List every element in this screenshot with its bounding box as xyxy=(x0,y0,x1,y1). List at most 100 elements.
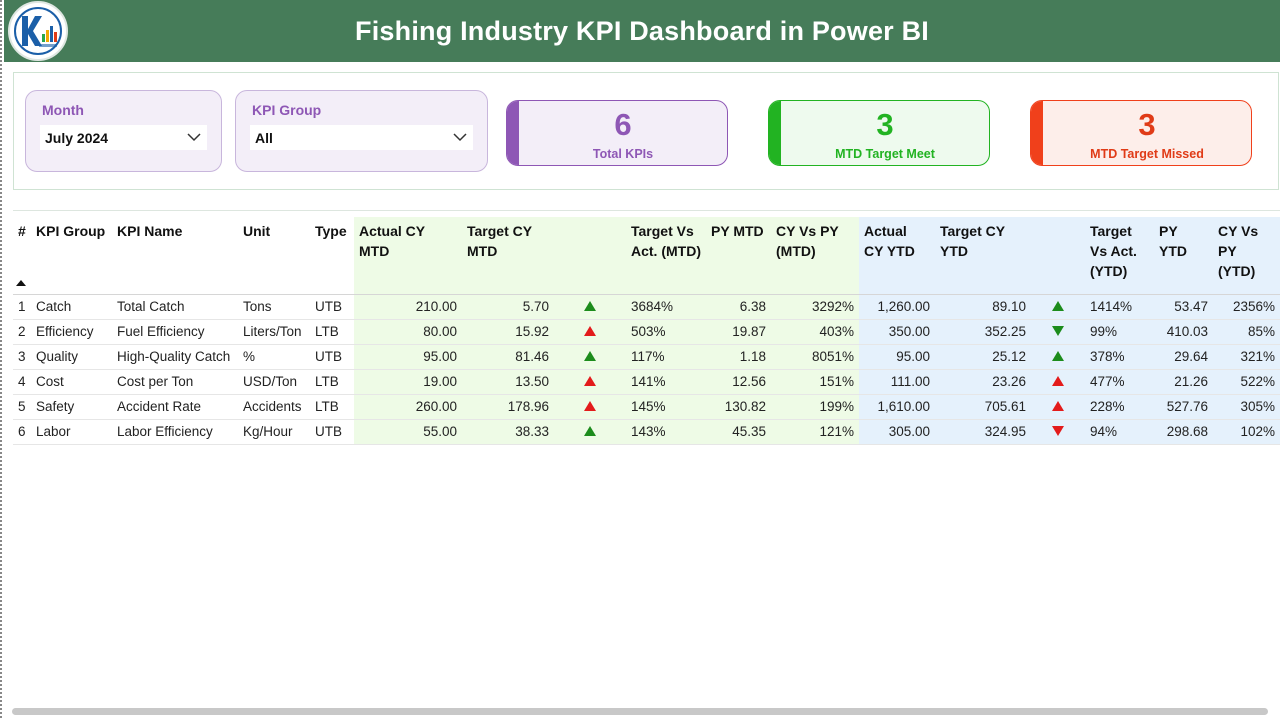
cell-unit: Accidents xyxy=(238,394,310,420)
col-header-cy-vs-py-mtd[interactable]: CY Vs PY (MTD) xyxy=(771,217,859,295)
cell-mtd-indicator xyxy=(554,369,626,395)
col-header-kpi-name[interactable]: KPI Name xyxy=(112,217,238,295)
triangle-down-icon xyxy=(1052,426,1064,436)
mtd-target-meet-card: 3 MTD Target Meet xyxy=(768,100,990,166)
col-header-num[interactable]: # xyxy=(13,217,31,295)
month-dropdown-value: July 2024 xyxy=(45,129,109,146)
kpi-group-slicer-label: KPI Group xyxy=(252,102,322,118)
col-header-cy-vs-py-ytd[interactable]: CY Vs PY (YTD) xyxy=(1213,217,1280,295)
cell-type: LTB xyxy=(310,369,354,395)
month-dropdown[interactable]: July 2024 xyxy=(40,125,207,150)
cell-unit: Liters/Ton xyxy=(238,319,310,345)
cell-actual-cy-ytd: 1,260.00 xyxy=(859,294,935,320)
triangle-up-icon xyxy=(584,301,596,311)
cell-ytd-indicator xyxy=(1031,344,1085,370)
cell-actual-cy-mtd: 55.00 xyxy=(354,419,462,445)
cell-ytd-indicator xyxy=(1031,369,1085,395)
chevron-down-icon xyxy=(187,133,201,142)
kpi-group-dropdown[interactable]: All xyxy=(250,125,473,150)
cell-ytd-indicator xyxy=(1031,394,1085,420)
month-slicer: Month July 2024 xyxy=(25,90,222,172)
cell-py-mtd: 19.87 xyxy=(706,319,771,345)
cell-target-cy-mtd: 81.46 xyxy=(462,344,554,370)
cell-py-ytd: 21.26 xyxy=(1154,369,1213,395)
table-header-row: # KPI Group KPI Name Unit Type Actual CY… xyxy=(13,217,1280,295)
cell-type: LTB xyxy=(310,319,354,345)
card-accent-bar xyxy=(507,101,519,165)
header-bar: Fishing Industry KPI Dashboard in Power … xyxy=(4,0,1280,62)
cell-unit: Kg/Hour xyxy=(238,419,310,445)
cell-target-cy-ytd: 324.95 xyxy=(935,419,1031,445)
table-row[interactable]: 1 Catch Total Catch Tons UTB 210.00 5.70 3684% 6… xyxy=(13,294,1280,320)
cell-kpi-name: High-Quality Catch xyxy=(112,344,238,370)
table-row[interactable]: 5 Safety Accident Rate Accidents LTB 260.00 17… xyxy=(13,394,1280,420)
cell-cy-vs-py-ytd: 102% xyxy=(1213,419,1280,445)
cell-num: 1 xyxy=(13,294,31,320)
kpi-group-dropdown-value: All xyxy=(255,129,273,146)
mtd-target-missed-card: 3 MTD Target Missed xyxy=(1030,100,1252,166)
cell-kpi-group: Catch xyxy=(31,294,112,320)
cell-py-ytd: 298.68 xyxy=(1154,419,1213,445)
triangle-up-icon xyxy=(584,401,596,411)
col-header-py-mtd[interactable]: PY MTD xyxy=(706,217,771,295)
cell-num: 4 xyxy=(13,369,31,395)
cell-type: UTB xyxy=(310,419,354,445)
cell-type: UTB xyxy=(310,294,354,320)
cell-cy-vs-py-mtd: 151% xyxy=(771,369,859,395)
cell-target-cy-mtd: 178.96 xyxy=(462,394,554,420)
col-header-actual-cy-mtd[interactable]: Actual CY MTD xyxy=(354,217,462,295)
table-row[interactable]: 3 Quality High-Quality Catch% UTB 95.00 81.46… xyxy=(13,344,1280,370)
cell-target-cy-ytd: 352.25 xyxy=(935,319,1031,345)
table-row[interactable]: 4 Cost Cost per Ton USD/Ton LTB 19.00 13.50 141… xyxy=(13,369,1280,395)
cell-target-vs-act-ytd: 94% xyxy=(1085,419,1154,445)
col-header-kpi-group[interactable]: KPI Group xyxy=(31,217,112,295)
cell-target-cy-ytd: 705.61 xyxy=(935,394,1031,420)
cell-num: 3 xyxy=(13,344,31,370)
mtd-target-missed-label: MTD Target Missed xyxy=(1090,147,1204,161)
cell-target-cy-ytd: 89.10 xyxy=(935,294,1031,320)
card-accent-bar xyxy=(1031,101,1043,165)
cell-unit: % xyxy=(238,344,310,370)
cell-kpi-group: Efficiency xyxy=(31,319,112,345)
kpi-group-slicer: KPI Group All xyxy=(235,90,488,172)
col-header-actual-cy-ytd[interactable]: Actual CY YTD xyxy=(859,217,935,295)
cell-target-cy-mtd: 5.70 xyxy=(462,294,554,320)
cell-cy-vs-py-mtd: 8051% xyxy=(771,344,859,370)
col-header-target-vs-act-mtd[interactable]: Target Vs Act. (MTD) xyxy=(626,217,706,295)
sort-ascending-icon[interactable] xyxy=(16,280,26,286)
cell-ytd-indicator xyxy=(1031,294,1085,320)
cell-py-mtd: 6.38 xyxy=(706,294,771,320)
table-row[interactable]: 6 Labor Labor Efficiency Kg/Hour UTB 55.00 38.… xyxy=(13,419,1280,445)
col-header-target-vs-act-ytd[interactable]: Target Vs Act. (YTD) xyxy=(1085,217,1154,295)
cell-unit: USD/Ton xyxy=(238,369,310,395)
col-header-unit[interactable]: Unit xyxy=(238,217,310,295)
col-header-target-cy-mtd[interactable]: Target CY MTD xyxy=(462,217,554,295)
cell-cy-vs-py-mtd: 121% xyxy=(771,419,859,445)
cell-cy-vs-py-ytd: 522% xyxy=(1213,369,1280,395)
triangle-up-icon xyxy=(584,326,596,336)
cell-target-vs-act-mtd: 145% xyxy=(626,394,706,420)
cell-actual-cy-ytd: 95.00 xyxy=(859,344,935,370)
cell-actual-cy-ytd: 305.00 xyxy=(859,419,935,445)
cell-actual-cy-mtd: 19.00 xyxy=(354,369,462,395)
col-header-target-cy-ytd[interactable]: Target CY YTD xyxy=(935,217,1031,295)
filter-panel: Month July 2024 KPI Group All 6 Total KP… xyxy=(13,72,1279,190)
triangle-up-icon xyxy=(584,351,596,361)
cell-target-cy-mtd: 38.33 xyxy=(462,419,554,445)
total-kpis-value: 6 xyxy=(614,107,632,142)
mtd-target-meet-label: MTD Target Meet xyxy=(835,147,935,161)
triangle-up-icon xyxy=(1052,351,1064,361)
horizontal-scrollbar[interactable] xyxy=(12,708,1268,715)
col-header-py-ytd[interactable]: PY YTD xyxy=(1154,217,1213,295)
cell-target-vs-act-ytd: 1414% xyxy=(1085,294,1154,320)
chevron-down-icon xyxy=(453,133,467,142)
table-row[interactable]: 2 Efficiency Fuel Efficiency Liters/Ton LTB 8… xyxy=(13,319,1280,345)
cell-target-cy-ytd: 25.12 xyxy=(935,344,1031,370)
cell-cy-vs-py-mtd: 3292% xyxy=(771,294,859,320)
cell-actual-cy-ytd: 1,610.00 xyxy=(859,394,935,420)
kpi-table: # KPI Group KPI Name Unit Type Actual CY… xyxy=(13,217,1280,445)
cell-type: LTB xyxy=(310,394,354,420)
cell-mtd-indicator xyxy=(554,294,626,320)
cell-py-mtd: 130.82 xyxy=(706,394,771,420)
col-header-type[interactable]: Type xyxy=(310,217,354,295)
